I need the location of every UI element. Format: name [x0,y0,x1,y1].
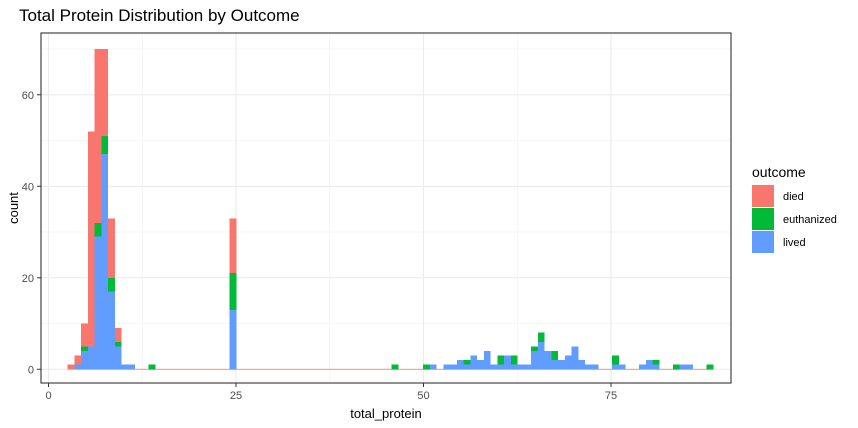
plot-panel [41,33,731,383]
bar-lived [517,364,525,370]
bar-euthanized [706,364,714,370]
bar-lived [551,360,559,370]
bar-lived [639,364,646,370]
bar-euthanized [672,364,680,370]
bar-lived [443,364,451,370]
bar-euthanized [81,346,88,351]
bar-lived [686,364,694,370]
y-tick-label: 40 [22,181,34,193]
bar-lived [450,364,457,370]
bar-lived [645,360,653,370]
x-tick-label: 25 [230,390,242,402]
bar-lived [477,360,484,370]
x-axis-title: total_protein [350,406,422,421]
bar-lived [229,309,237,370]
bar-lived [558,360,565,370]
bar-lived [571,346,579,370]
bar-died [87,131,95,347]
legend-label-euthanized: euthanized [783,214,837,226]
bar-lived [564,355,572,370]
legend-key-lived [752,231,774,253]
bar-euthanized [551,350,559,361]
bar-lived [74,364,82,370]
bar-lived [429,364,437,370]
bar-euthanized [114,341,122,347]
legend-key-euthanized [752,208,774,230]
bar-lived [483,350,491,370]
x-tick-label: 50 [417,390,429,402]
y-tick-label: 0 [28,364,34,376]
bar-lived [652,364,660,370]
bar-lived [537,341,545,370]
bar-lived [497,364,505,370]
bar-lived [121,364,129,370]
y-tick-label: 60 [22,90,34,102]
plot-border [40,32,732,384]
bar-euthanized [94,222,102,237]
bar-lived [524,364,532,370]
legend: outcome died euthanized lived [752,164,837,253]
bar-euthanized [612,355,619,365]
bar-lived [490,364,498,370]
bar-euthanized [463,360,471,365]
bar-lived [679,364,687,370]
bar-lived [591,364,599,370]
bar-died [81,323,88,347]
y-tick-label: 20 [22,273,34,285]
bar-died [94,49,102,223]
bar-lived [94,236,102,370]
bar-lived [108,291,115,370]
bar-died [101,49,109,136]
bar-euthanized [497,355,505,365]
bars [67,49,714,370]
bar-lived [456,360,464,370]
bar-lived [504,355,511,370]
bar-lived [463,364,471,370]
bar-euthanized [537,332,545,342]
bar-euthanized [108,277,115,292]
bar-lived [114,346,122,370]
bar-euthanized [148,364,156,370]
legend-key-died [752,185,774,207]
bar-euthanized [531,346,538,351]
bar-died [229,218,237,274]
legend-title: outcome [752,164,806,180]
legend-label-died: died [783,191,804,203]
bar-lived [612,364,619,370]
bar-died [114,328,122,342]
bar-euthanized [423,364,430,370]
bar-died [74,355,82,365]
bar-euthanized [229,273,237,310]
bar-died [108,218,115,278]
bar-lived [128,364,136,370]
bar-lived [531,350,538,370]
x-tick-label: 0 [45,390,51,402]
axes: 0 25 50 75 0 20 40 60 [22,90,617,402]
bar-euthanized [101,135,109,155]
bar-died [67,364,75,370]
bar-lived [585,364,592,370]
bar-euthanized [391,364,399,370]
x-tick-label: 75 [605,390,617,402]
y-axis-title: count [6,192,21,224]
bar-euthanized [652,360,660,365]
bar-lived [618,364,626,370]
chart-title: Total Protein Distribution by Outcome [19,6,300,25]
bar-lived [470,355,478,370]
bar-lived [81,350,88,370]
legend-label-lived: lived [783,237,806,249]
bar-lived [101,154,109,370]
bar-lived [578,360,586,370]
bar-lived [87,346,95,370]
bar-lived [510,364,518,370]
bar-lived [544,350,552,370]
bar-euthanized [510,355,518,365]
